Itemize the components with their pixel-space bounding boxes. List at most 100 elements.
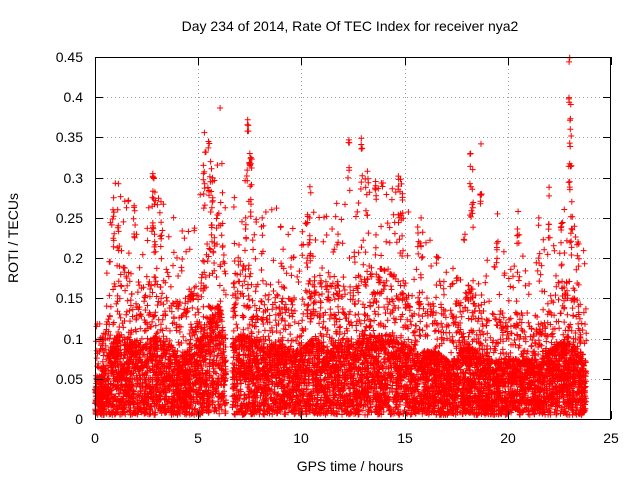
data-point	[389, 185, 396, 192]
data-point	[317, 372, 323, 379]
data-point	[504, 332, 511, 338]
data-point	[386, 239, 393, 246]
data-point	[371, 317, 378, 324]
data-point	[346, 255, 353, 261]
data-point	[331, 246, 338, 253]
data-point	[170, 214, 177, 221]
data-point	[267, 281, 274, 288]
grid-layer	[95, 57, 611, 419]
data-point	[152, 309, 159, 316]
data-point	[126, 307, 133, 314]
data-point	[183, 248, 190, 255]
data-point	[545, 308, 552, 315]
data-point	[251, 302, 258, 309]
data-point	[249, 297, 256, 304]
data-point	[295, 279, 302, 285]
data-point	[427, 306, 434, 312]
data-point	[478, 315, 485, 322]
data-point	[576, 315, 583, 322]
data-point	[510, 284, 517, 291]
data-point	[136, 282, 143, 289]
data-point	[134, 289, 141, 296]
data-point	[272, 317, 279, 324]
data-point	[433, 294, 440, 301]
data-point	[331, 321, 338, 328]
data-point	[234, 325, 241, 331]
data-point	[200, 205, 207, 212]
data-point	[507, 266, 514, 273]
data-point	[350, 292, 357, 299]
data-point	[528, 343, 535, 350]
data-point	[183, 337, 189, 344]
data-point	[266, 337, 273, 344]
data-point	[440, 285, 447, 292]
data-point	[450, 265, 456, 272]
data-point	[124, 297, 131, 304]
data-point	[460, 308, 467, 315]
data-point	[116, 391, 123, 397]
data-point	[240, 313, 247, 320]
data-point	[354, 208, 361, 215]
data-point	[262, 209, 269, 215]
data-point	[560, 331, 567, 338]
data-point	[221, 260, 228, 267]
data-point	[127, 297, 134, 304]
data-point	[370, 327, 377, 334]
data-point	[507, 349, 514, 356]
data-point	[553, 272, 559, 279]
data-point	[364, 268, 371, 275]
data-point	[511, 263, 518, 270]
data-point	[198, 280, 205, 286]
data-point	[275, 279, 282, 286]
data-point	[541, 246, 548, 253]
data-point	[411, 276, 418, 283]
data-point	[136, 264, 143, 271]
data-point	[363, 207, 369, 214]
data-point	[235, 261, 242, 268]
data-point	[333, 318, 340, 325]
data-point	[478, 292, 485, 298]
data-point	[123, 311, 130, 318]
data-point	[324, 343, 331, 350]
data-point	[334, 241, 340, 248]
data-point	[333, 290, 340, 297]
data-point	[159, 227, 166, 234]
data-point	[256, 305, 263, 312]
data-point	[211, 234, 218, 241]
data-point	[273, 328, 280, 334]
data-point	[217, 298, 224, 305]
data-point	[265, 296, 272, 303]
data-point	[236, 241, 242, 248]
data-point	[312, 237, 319, 243]
data-point	[391, 319, 398, 326]
data-point	[286, 312, 293, 319]
data-point	[283, 270, 290, 277]
data-point	[337, 323, 344, 330]
data-point	[465, 333, 472, 340]
data-points-layer	[92, 54, 590, 418]
data-point	[311, 273, 318, 280]
data-point	[377, 322, 384, 329]
data-point	[323, 331, 330, 338]
data-point	[372, 251, 379, 258]
data-point	[362, 249, 369, 256]
data-point	[231, 194, 238, 201]
data-point	[393, 239, 400, 246]
data-point	[543, 338, 550, 345]
data-point	[384, 306, 391, 313]
data-point	[444, 335, 450, 342]
data-point	[299, 228, 306, 235]
data-point	[510, 273, 516, 280]
data-point	[360, 261, 367, 268]
data-point	[103, 270, 110, 277]
data-point	[113, 300, 120, 307]
data-point	[457, 308, 464, 315]
data-point	[581, 260, 588, 267]
data-point	[295, 320, 302, 327]
data-point	[335, 282, 342, 289]
data-point	[208, 397, 215, 404]
data-point	[583, 330, 590, 337]
data-point	[500, 248, 507, 255]
